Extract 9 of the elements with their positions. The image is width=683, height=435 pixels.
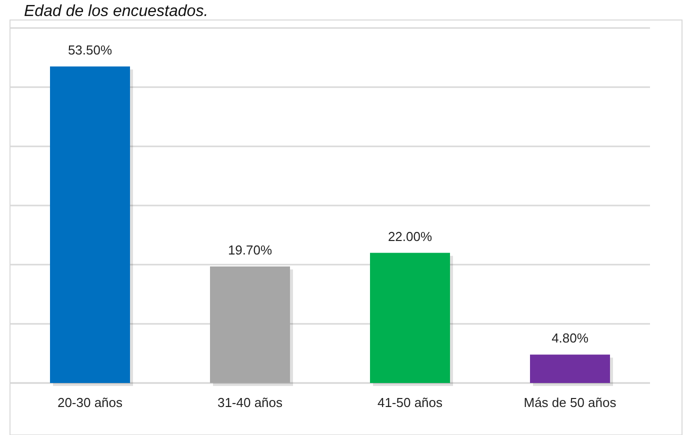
data-label: 22.00% bbox=[388, 228, 432, 244]
x-tick-label: 31-40 años bbox=[217, 395, 284, 410]
x-tick-label: 41-50 años bbox=[377, 395, 444, 410]
data-label: 53.50% bbox=[68, 42, 112, 58]
x-tick-label: Más de 50 años bbox=[524, 395, 617, 410]
data-label: 19.70% bbox=[228, 242, 272, 258]
data-label: 4.80% bbox=[552, 330, 589, 346]
chart-title: Edad de los encuestados. bbox=[24, 3, 208, 20]
x-tick-label: 20-30 años bbox=[57, 395, 124, 410]
